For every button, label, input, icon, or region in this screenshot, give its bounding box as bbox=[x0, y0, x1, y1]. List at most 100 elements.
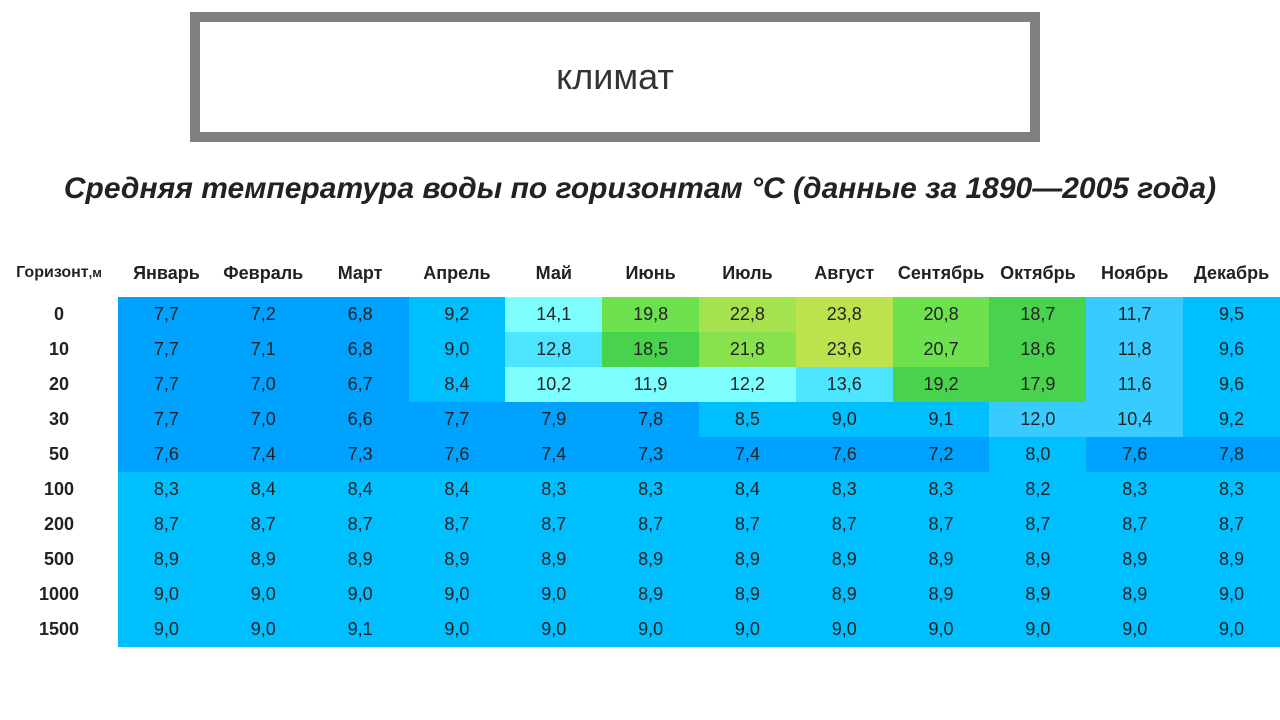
temp-cell: 19,8 bbox=[602, 297, 699, 332]
temp-cell: 9,0 bbox=[409, 612, 506, 647]
table-row: 307,77,06,67,77,97,88,59,09,112,010,49,2 bbox=[0, 402, 1280, 437]
col-month: Февраль bbox=[215, 258, 312, 297]
temp-cell: 8,7 bbox=[505, 507, 602, 542]
temp-cell: 8,9 bbox=[893, 577, 990, 612]
temp-cell: 8,9 bbox=[602, 542, 699, 577]
temp-cell: 7,8 bbox=[1183, 437, 1280, 472]
temp-cell: 18,5 bbox=[602, 332, 699, 367]
row-horizon: 20 bbox=[0, 367, 118, 402]
temp-cell: 18,6 bbox=[989, 332, 1086, 367]
temp-cell: 7,7 bbox=[409, 402, 506, 437]
temp-cell: 8,9 bbox=[118, 542, 215, 577]
temp-cell: 8,4 bbox=[312, 472, 409, 507]
temp-cell: 8,9 bbox=[602, 577, 699, 612]
table-row: 2008,78,78,78,78,78,78,78,78,78,78,78,7 bbox=[0, 507, 1280, 542]
temp-cell: 9,0 bbox=[118, 577, 215, 612]
temp-cell: 23,8 bbox=[796, 297, 893, 332]
temp-cell: 8,9 bbox=[699, 577, 796, 612]
row-horizon: 1000 bbox=[0, 577, 118, 612]
temp-cell: 7,1 bbox=[215, 332, 312, 367]
temp-cell: 23,6 bbox=[796, 332, 893, 367]
temp-cell: 8,3 bbox=[118, 472, 215, 507]
temp-cell: 8,9 bbox=[989, 542, 1086, 577]
temp-cell: 8,5 bbox=[699, 402, 796, 437]
table-row: 07,77,26,89,214,119,822,823,820,818,711,… bbox=[0, 297, 1280, 332]
row-header-unit: ,м bbox=[89, 265, 102, 280]
temperature-table: Горизонт,м Январь Февраль Март Апрель Ма… bbox=[0, 258, 1280, 647]
page-title: климат bbox=[556, 56, 674, 98]
temp-cell: 8,9 bbox=[699, 542, 796, 577]
temp-cell: 8,7 bbox=[312, 507, 409, 542]
col-month: Сентябрь bbox=[893, 258, 990, 297]
temp-cell: 8,0 bbox=[989, 437, 1086, 472]
temp-cell: 8,7 bbox=[215, 507, 312, 542]
temp-cell: 9,0 bbox=[215, 612, 312, 647]
temp-cell: 20,8 bbox=[893, 297, 990, 332]
temp-cell: 7,9 bbox=[505, 402, 602, 437]
subtitle: Средняя температура воды по горизонтам °… bbox=[0, 170, 1280, 208]
col-month: Март bbox=[312, 258, 409, 297]
table-row: 507,67,47,37,67,47,37,47,67,28,07,67,8 bbox=[0, 437, 1280, 472]
temp-cell: 8,7 bbox=[796, 507, 893, 542]
temp-cell: 6,7 bbox=[312, 367, 409, 402]
temp-cell: 8,4 bbox=[409, 472, 506, 507]
row-horizon: 500 bbox=[0, 542, 118, 577]
temp-cell: 8,3 bbox=[1086, 472, 1183, 507]
col-month: Декабрь bbox=[1183, 258, 1280, 297]
temp-cell: 7,2 bbox=[893, 437, 990, 472]
temp-cell: 7,4 bbox=[215, 437, 312, 472]
temp-cell: 9,2 bbox=[409, 297, 506, 332]
temp-cell: 8,7 bbox=[699, 507, 796, 542]
temp-cell: 9,1 bbox=[312, 612, 409, 647]
row-horizon: 10 bbox=[0, 332, 118, 367]
temp-cell: 8,7 bbox=[409, 507, 506, 542]
temp-cell: 7,6 bbox=[409, 437, 506, 472]
temp-cell: 6,8 bbox=[312, 332, 409, 367]
temp-cell: 9,1 bbox=[893, 402, 990, 437]
temp-cell: 9,5 bbox=[1183, 297, 1280, 332]
temp-cell: 10,2 bbox=[505, 367, 602, 402]
temp-cell: 7,4 bbox=[699, 437, 796, 472]
row-horizon: 1500 bbox=[0, 612, 118, 647]
temp-cell: 8,4 bbox=[699, 472, 796, 507]
temp-cell: 8,9 bbox=[796, 542, 893, 577]
temp-cell: 8,3 bbox=[1183, 472, 1280, 507]
temp-cell: 21,8 bbox=[699, 332, 796, 367]
temp-cell: 12,2 bbox=[699, 367, 796, 402]
temp-cell: 18,7 bbox=[989, 297, 1086, 332]
temp-cell: 9,0 bbox=[312, 577, 409, 612]
temp-cell: 8,9 bbox=[312, 542, 409, 577]
temp-cell: 7,0 bbox=[215, 402, 312, 437]
col-month: Июнь bbox=[602, 258, 699, 297]
temp-cell: 8,9 bbox=[1183, 542, 1280, 577]
temp-cell: 8,3 bbox=[602, 472, 699, 507]
table-row: 15009,09,09,19,09,09,09,09,09,09,09,09,0 bbox=[0, 612, 1280, 647]
temp-cell: 8,2 bbox=[989, 472, 1086, 507]
temp-cell: 8,3 bbox=[505, 472, 602, 507]
temp-cell: 7,0 bbox=[215, 367, 312, 402]
temp-cell: 9,0 bbox=[215, 577, 312, 612]
temp-cell: 12,0 bbox=[989, 402, 1086, 437]
col-month: Август bbox=[796, 258, 893, 297]
temp-cell: 9,0 bbox=[602, 612, 699, 647]
temp-cell: 8,9 bbox=[796, 577, 893, 612]
temp-cell: 17,9 bbox=[989, 367, 1086, 402]
temp-cell: 9,0 bbox=[989, 612, 1086, 647]
temp-cell: 9,6 bbox=[1183, 367, 1280, 402]
temp-cell: 11,7 bbox=[1086, 297, 1183, 332]
temp-cell: 9,2 bbox=[1183, 402, 1280, 437]
temp-cell: 7,6 bbox=[118, 437, 215, 472]
temp-cell: 9,0 bbox=[699, 612, 796, 647]
temp-cell: 9,0 bbox=[796, 402, 893, 437]
temp-cell: 6,6 bbox=[312, 402, 409, 437]
temp-cell: 7,6 bbox=[796, 437, 893, 472]
temp-cell: 8,7 bbox=[118, 507, 215, 542]
temp-cell: 20,7 bbox=[893, 332, 990, 367]
col-month: Январь bbox=[118, 258, 215, 297]
temp-cell: 12,8 bbox=[505, 332, 602, 367]
temp-cell: 11,9 bbox=[602, 367, 699, 402]
temp-cell: 7,7 bbox=[118, 402, 215, 437]
temp-cell: 8,7 bbox=[893, 507, 990, 542]
temp-cell: 7,6 bbox=[1086, 437, 1183, 472]
temp-cell: 9,0 bbox=[118, 612, 215, 647]
